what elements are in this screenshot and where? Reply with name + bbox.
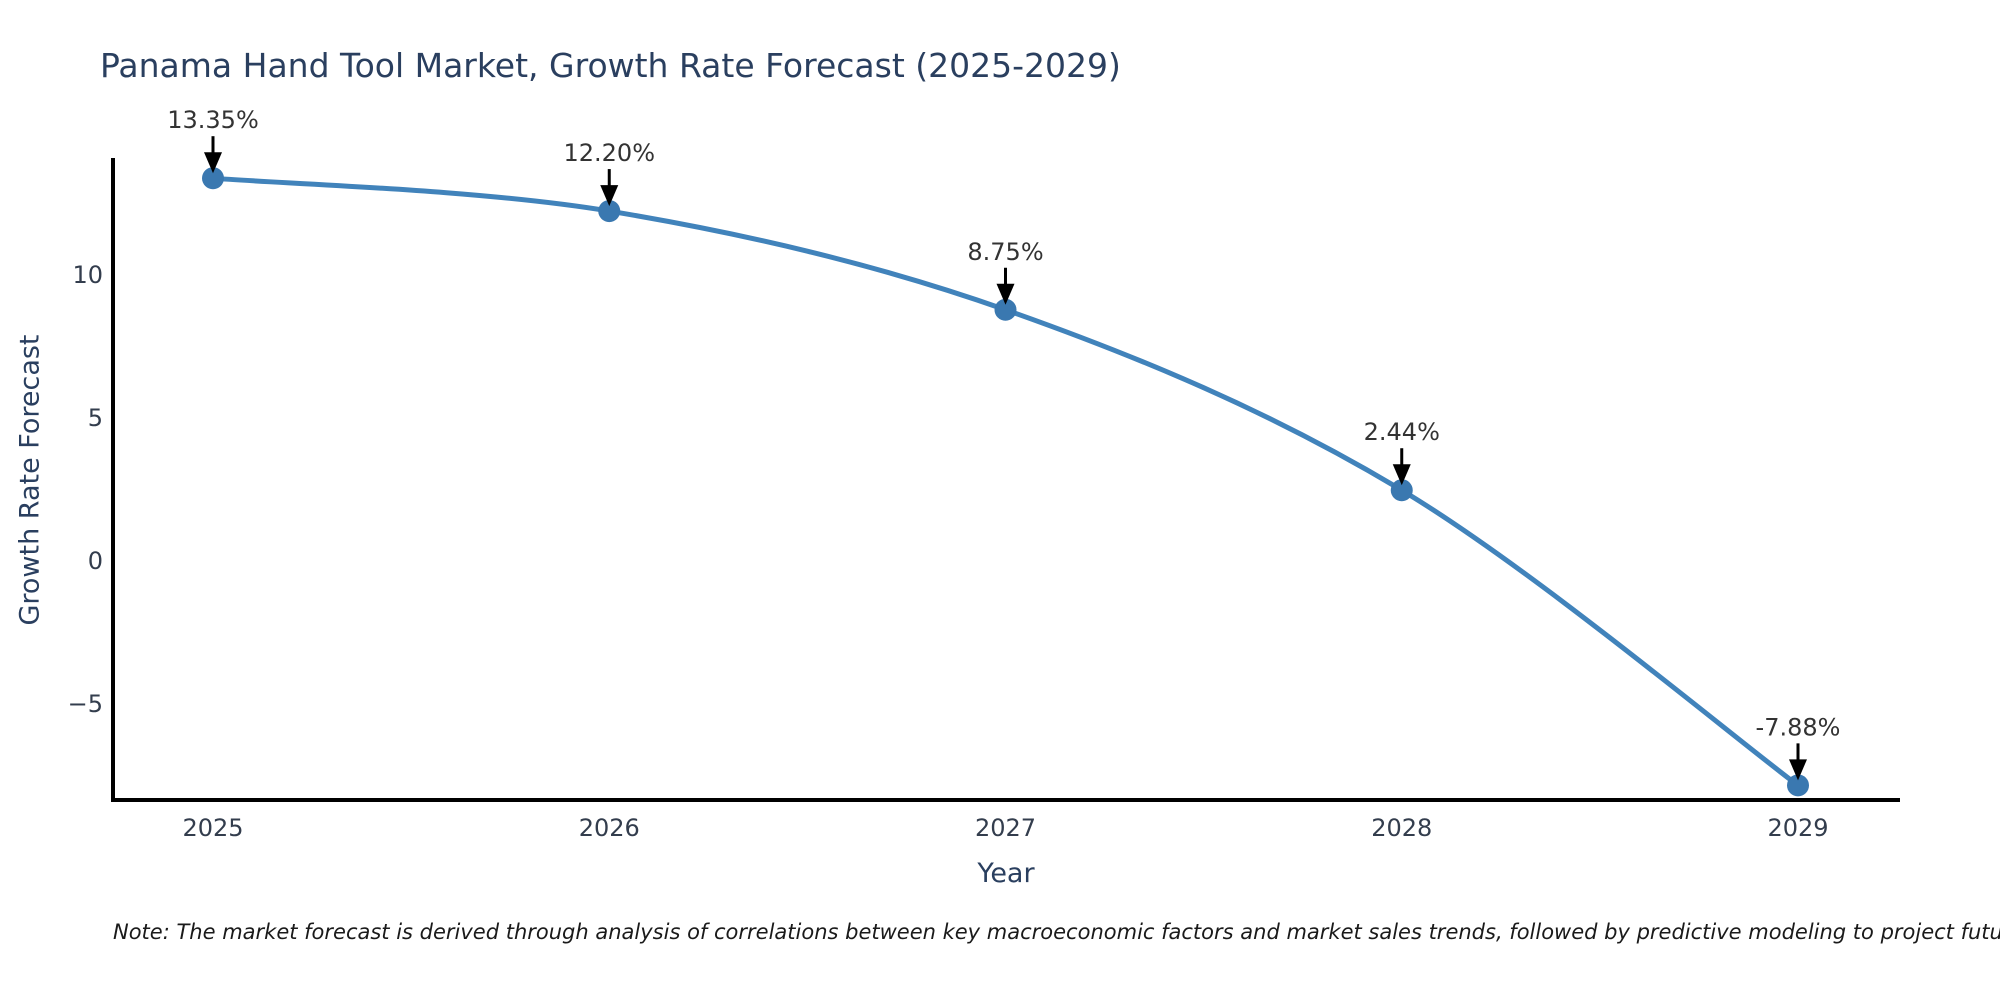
x-tick-label-2028: 2028 bbox=[1371, 814, 1432, 842]
x-tick-label-2025: 2025 bbox=[182, 814, 243, 842]
data-point-2028 bbox=[1390, 479, 1413, 502]
annotation-arrowhead-2025 bbox=[204, 152, 222, 174]
x-tick-label-2026: 2026 bbox=[579, 814, 640, 842]
annotation-label-2029: -7.88% bbox=[1756, 713, 1841, 741]
data-point-2027 bbox=[994, 298, 1017, 321]
y-tick-label--5: −5 bbox=[68, 690, 103, 718]
annotation-arrowhead-2027 bbox=[996, 283, 1015, 305]
chart-title: Panama Hand Tool Market, Growth Rate For… bbox=[100, 46, 1121, 85]
y-tick-label-0: 0 bbox=[88, 547, 103, 575]
annotation-label-2025: 13.35% bbox=[167, 106, 259, 134]
annotation-arrowhead-2028 bbox=[1392, 464, 1411, 486]
data-point-2026 bbox=[598, 200, 621, 223]
annotation-label-2027: 8.75% bbox=[967, 238, 1043, 266]
methodology-note: Note: The market forecast is derived thr… bbox=[113, 920, 2000, 944]
y-tick-label-5: 5 bbox=[88, 404, 103, 432]
x-tick-label-2027: 2027 bbox=[975, 814, 1036, 842]
annotation-label-2028: 2.44% bbox=[1364, 418, 1440, 446]
x-tick-label-2029: 2029 bbox=[1767, 814, 1828, 842]
annotation-arrowhead-2026 bbox=[600, 185, 619, 207]
annotation-label-2026: 12.20% bbox=[563, 139, 655, 167]
data-point-2029 bbox=[1787, 774, 1809, 797]
annotation-arrowhead-2029 bbox=[1789, 759, 1807, 781]
data-point-2025 bbox=[202, 167, 224, 190]
y-tick-label-10: 10 bbox=[72, 261, 103, 289]
x-axis-title: Year bbox=[977, 858, 1035, 889]
